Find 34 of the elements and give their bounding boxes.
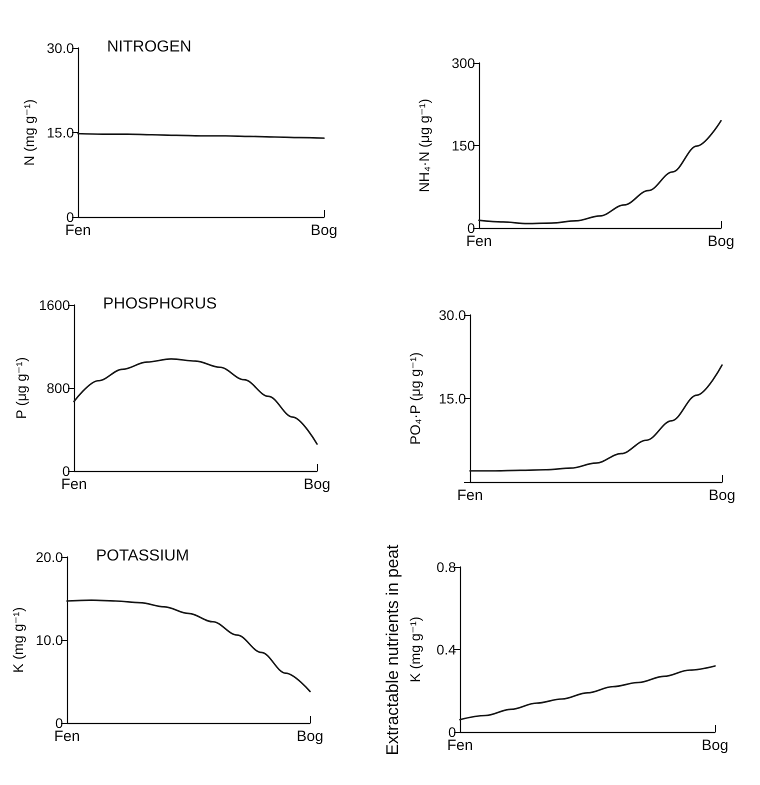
x-tick-label: Fen (54, 728, 80, 745)
x-tick-label: Fen (466, 233, 492, 250)
text: Extractable nutrients in peat (383, 544, 402, 756)
chart-title: NITROGEN (107, 38, 192, 56)
x-tick-label: Fen (61, 476, 87, 493)
y-tick-label: 0.4 (436, 642, 456, 658)
x-tick-label: Bog (310, 222, 338, 239)
y-tick-label: 800 (46, 380, 70, 396)
y-axis-title: K (mg g⁻¹) (10, 607, 26, 673)
y-tick-label: 300 (452, 55, 476, 71)
y-tick-label: 30.0 (46, 40, 74, 56)
x-tick-label: Fen (457, 487, 483, 504)
x-tick-label: Bog (304, 476, 330, 493)
x-tick-label: Bog (296, 728, 324, 745)
y-axis-title: K (mg g⁻¹) (407, 616, 423, 682)
y-tick-label: 15.0 (46, 124, 74, 140)
y-tick-label: 0.8 (436, 559, 456, 575)
y-axis-title: PO₄·P (μg g⁻¹) (407, 352, 423, 445)
x-tick-label: Fen (65, 222, 91, 239)
y-axis-title: NH₄·N (μg g⁻¹) (416, 98, 432, 192)
y-tick-label: 30.0 (438, 307, 466, 323)
y-axis-title: P (μg g⁻¹) (12, 357, 29, 419)
y-tick-label: 20.0 (36, 549, 64, 565)
x-tick-label: Fen (447, 737, 473, 754)
chart-title: PHOSPHORUS (103, 296, 217, 312)
y-tick-label: 1600 (38, 297, 70, 313)
x-tick-label: Bog (702, 737, 728, 754)
y-axis-title: N (mg g⁻¹) (20, 99, 37, 166)
y-tick-label: 15.0 (438, 390, 466, 406)
y-tick-label: 10.0 (36, 632, 64, 648)
y-tick-label: 150 (452, 138, 476, 154)
x-tick-label: Bog (708, 487, 736, 504)
x-tick-label: Bog (708, 233, 734, 250)
chart-title: POTASSIUM (96, 548, 190, 564)
